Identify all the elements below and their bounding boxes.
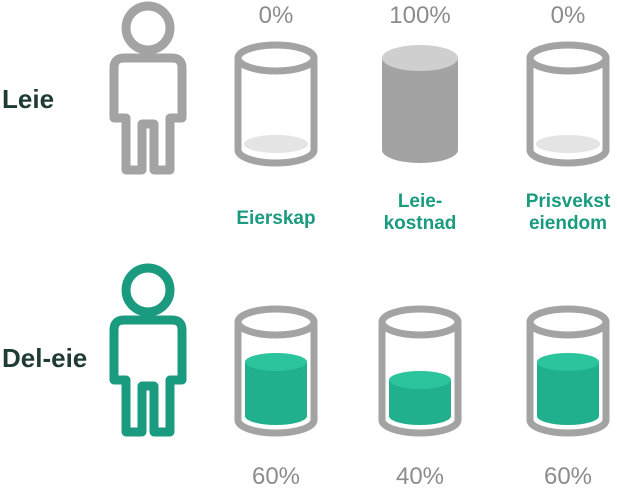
cylinder-leie-prisvekst-rim	[526, 41, 610, 75]
value-leie-eierskap: 0%	[258, 2, 294, 29]
cylinder-deleie-prisvekst-liquid-top	[537, 353, 599, 371]
cylinder-leie-leiekostnad-fill	[382, 58, 458, 163]
cylinder-deleie-eierskap-body	[234, 322, 318, 437]
value-deleie-prisvekst: 60%	[543, 463, 593, 490]
person-icon-deleie	[109, 263, 187, 437]
category-leiekostnad: Leie- kostnad	[383, 191, 457, 234]
category-prisvekst: Prisvekst eiendom	[525, 191, 611, 234]
cylinder-deleie-prisvekst-liquid	[537, 362, 599, 425]
cylinder-deleie-leiekostnad-body	[378, 322, 462, 437]
cylinder-deleie-eierskap-rim	[234, 305, 318, 339]
cylinder-leie-eierskap-body	[234, 58, 318, 167]
value-deleie-leiekostnad: 40%	[395, 463, 445, 490]
cylinder-deleie-leiekostnad-rim	[378, 305, 462, 339]
cylinder-leie-leiekostnad-top	[382, 45, 458, 71]
value-leie-prisvekst: 0%	[550, 2, 586, 29]
cylinder-leie-prisvekst-body	[526, 58, 610, 167]
cylinder-leie-prisvekst-bottom	[536, 135, 600, 153]
cylinder-deleie-prisvekst-body	[526, 322, 610, 437]
cylinder-deleie-eierskap-liquid	[245, 362, 307, 425]
cylinder-leie-eierskap-bottom	[244, 135, 308, 153]
category-eierskap: Eierskap	[236, 208, 316, 229]
cylinder-deleie-leiekostnad-liquid	[389, 380, 451, 425]
row-label-deleie: Del-eie	[2, 343, 88, 373]
cylinder-leie-eierskap-rim	[234, 41, 318, 75]
cylinder-deleie-leiekostnad-liquid-top	[389, 371, 451, 389]
row-label-leie: Leie	[2, 84, 55, 114]
value-leie-leiekostnad: 100%	[389, 2, 451, 29]
cylinder-deleie-prisvekst-rim	[526, 305, 610, 339]
value-deleie-eierskap: 60%	[251, 463, 301, 490]
person-icon-leie	[109, 1, 187, 175]
cylinder-deleie-eierskap-liquid-top	[245, 353, 307, 371]
